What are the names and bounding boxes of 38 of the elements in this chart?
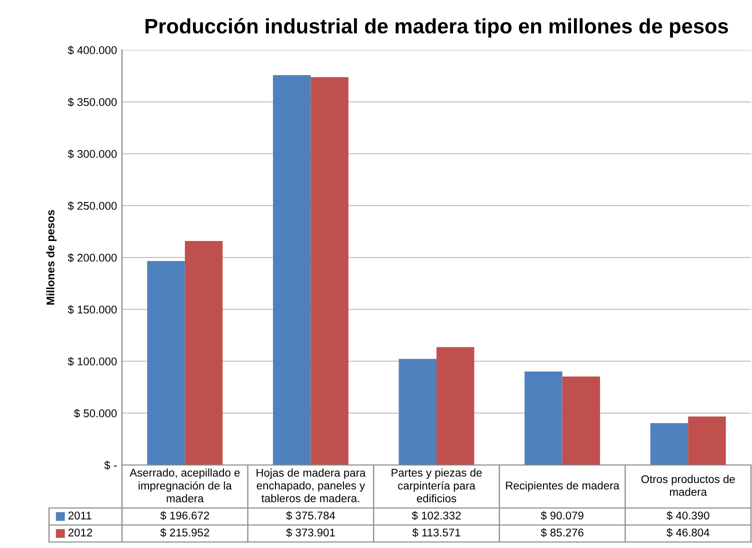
data-label: $ 90.079 (540, 511, 584, 520)
data-label: $ 85.276 (540, 528, 584, 538)
bar (147, 260, 185, 465)
data-label: $ 215.952 (160, 528, 210, 538)
y-tick-label: $ 150.000 (68, 305, 117, 314)
x-tick-label: Aserrado, acepillado e impregnación de la madera (130, 468, 240, 502)
data-label: $ 46.804 (666, 528, 710, 538)
y-tick-label: $ 300.000 (68, 150, 117, 159)
bar (184, 240, 223, 465)
data-label: $ 196.672 (160, 511, 210, 520)
x-tick-label: Otros productos de madera (641, 474, 735, 496)
bar (650, 423, 688, 465)
data-label: $ 102.332 (412, 511, 461, 520)
legend-label: 2012 (68, 528, 92, 536)
bar (688, 416, 726, 465)
x-tick-label: Hojas de madera para enchapado, paneles y tableros de madera. (256, 468, 366, 502)
data-label: $ 40.390 (666, 511, 710, 520)
bar (524, 372, 562, 465)
bar (310, 77, 348, 465)
y-tick-label: $ - (104, 460, 117, 470)
x-tick-label: Partes y piezas de carpintería para edificios (392, 468, 482, 502)
y-axis-title: Millones de pesos (46, 210, 57, 305)
y-tick-label: $ 200.000 (68, 253, 117, 262)
y-tick-label: $ 250.000 (68, 201, 117, 210)
y-tick-label: $ 400.000 (68, 46, 117, 55)
y-tick-label: $ 50.000 (74, 408, 117, 418)
chart-title: Producción industrial de madera tipo en millones de pesos (146, 18, 728, 38)
data-label: $ 373.901 (286, 528, 335, 538)
data-label: $ 375.784 (286, 511, 336, 520)
y-tick-label: $ 100.000 (68, 357, 117, 366)
bar (562, 376, 600, 465)
bar (398, 358, 436, 465)
data-label: $ 113.571 (412, 528, 460, 538)
x-tick-label: Recipientes de madera (506, 481, 620, 492)
y-tick-label: $ 350.000 (68, 98, 117, 107)
bar (272, 75, 311, 465)
legend-label: 2011 (68, 512, 92, 520)
bar (436, 347, 474, 465)
